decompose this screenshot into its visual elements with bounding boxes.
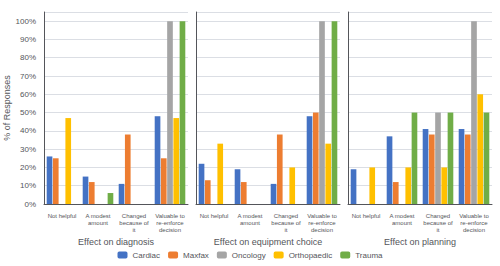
svg-text:Not helpful: Not helpful: [352, 213, 381, 219]
svg-text:Changed: Changed: [426, 213, 450, 219]
svg-text:% of Responses: % of Responses: [2, 75, 12, 141]
svg-text:because of: because of: [119, 220, 149, 226]
svg-text:A modest: A modest: [85, 213, 110, 219]
svg-text:0%: 0%: [24, 200, 36, 209]
svg-text:decision: decision: [463, 227, 485, 233]
svg-text:Valuable to: Valuable to: [155, 213, 185, 219]
svg-text:90%: 90%: [20, 35, 36, 44]
svg-text:70%: 70%: [20, 72, 36, 81]
svg-text:Orthopaedic: Orthopaedic: [289, 251, 333, 260]
svg-text:Trauma: Trauma: [355, 251, 383, 260]
svg-text:50%: 50%: [20, 108, 36, 117]
svg-text:decision: decision: [159, 227, 181, 233]
svg-text:Oncology: Oncology: [232, 251, 266, 260]
svg-text:Changed: Changed: [274, 213, 298, 219]
svg-text:it: it: [133, 227, 136, 233]
svg-text:it: it: [285, 227, 288, 233]
svg-text:40%: 40%: [20, 126, 36, 135]
svg-text:Cardiac: Cardiac: [133, 251, 161, 260]
svg-text:20%: 20%: [20, 163, 36, 172]
svg-text:Effect on equipment choice: Effect on equipment choice: [214, 237, 322, 247]
svg-text:80%: 80%: [20, 53, 36, 62]
svg-text:amount: amount: [392, 220, 412, 226]
svg-text:60%: 60%: [20, 90, 36, 99]
svg-text:Effect on diagnosis: Effect on diagnosis: [78, 237, 154, 247]
svg-text:A modest: A modest: [237, 213, 262, 219]
svg-text:because of: because of: [423, 220, 453, 226]
svg-text:10%: 10%: [20, 181, 36, 190]
svg-text:re-enforce: re-enforce: [460, 220, 488, 226]
svg-text:100%: 100%: [16, 17, 36, 26]
svg-text:re-enforce: re-enforce: [308, 220, 336, 226]
svg-text:amount: amount: [240, 220, 260, 226]
svg-text:Valuable to: Valuable to: [307, 213, 337, 219]
svg-text:Not helpful: Not helpful: [48, 213, 77, 219]
svg-text:re-enforce: re-enforce: [156, 220, 184, 226]
svg-text:Valuable to: Valuable to: [459, 213, 489, 219]
svg-text:because of: because of: [271, 220, 301, 226]
svg-text:A modest: A modest: [389, 213, 414, 219]
svg-text:Changed: Changed: [122, 213, 146, 219]
svg-text:decision: decision: [311, 227, 333, 233]
svg-text:it: it: [437, 227, 440, 233]
svg-text:30%: 30%: [20, 145, 36, 154]
svg-text:Maxfax: Maxfax: [183, 251, 209, 260]
svg-text:Effect on planning: Effect on planning: [384, 237, 456, 247]
svg-text:Not helpful: Not helpful: [200, 213, 229, 219]
svg-text:amount: amount: [88, 220, 108, 226]
